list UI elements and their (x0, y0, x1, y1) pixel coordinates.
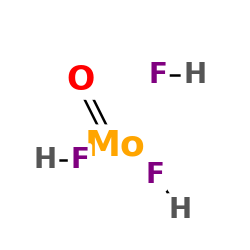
Text: F: F (146, 161, 165, 189)
Text: F: F (148, 61, 167, 89)
Text: F: F (148, 61, 167, 89)
Text: Mo: Mo (84, 128, 146, 162)
Text: H: H (34, 146, 56, 174)
Text: F: F (70, 146, 90, 174)
Text: H: H (168, 196, 192, 224)
Text: Mo: Mo (84, 128, 146, 162)
Text: F: F (70, 146, 90, 174)
Text: H: H (34, 146, 56, 174)
Text: F: F (146, 161, 165, 189)
Text: O: O (66, 64, 94, 96)
Text: H: H (184, 61, 206, 89)
Text: O: O (66, 64, 94, 96)
Text: H: H (184, 61, 206, 89)
Text: H: H (168, 196, 192, 224)
